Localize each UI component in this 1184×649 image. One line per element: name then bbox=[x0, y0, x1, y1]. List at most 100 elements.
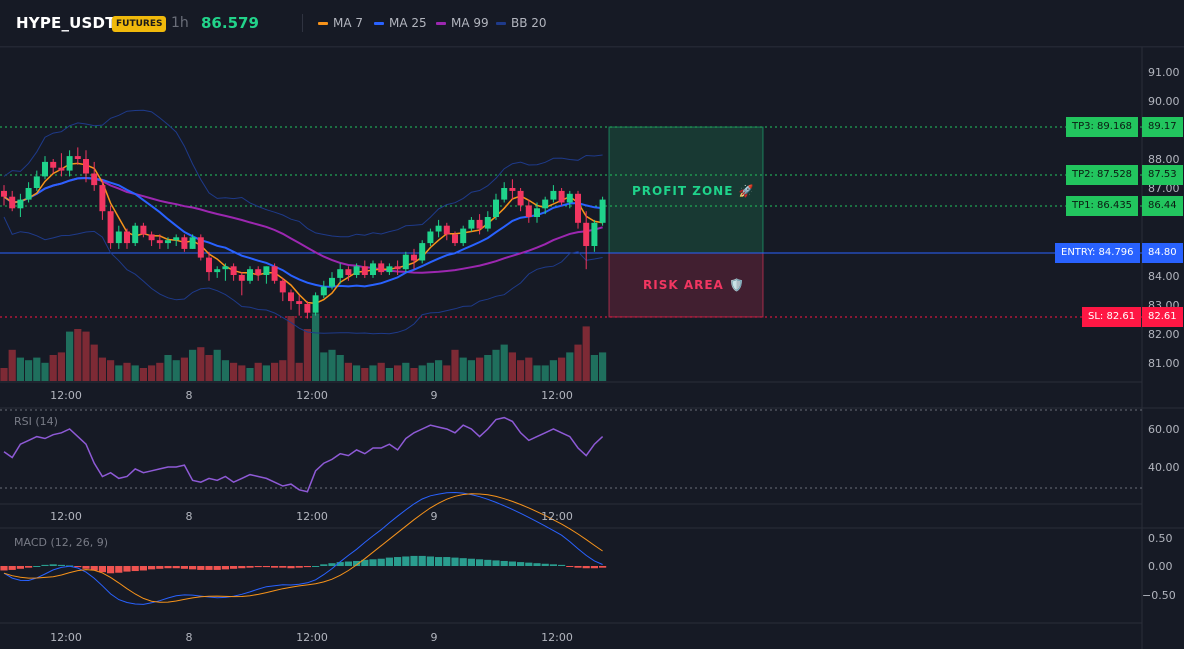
candle-body[interactable] bbox=[197, 237, 204, 258]
legend-bb20[interactable]: BB 20 bbox=[496, 16, 547, 30]
candle-body[interactable] bbox=[288, 292, 294, 302]
candle-body[interactable] bbox=[468, 219, 475, 229]
macd-hist-bar bbox=[57, 564, 65, 566]
candle-body[interactable] bbox=[484, 217, 491, 229]
candle-body[interactable] bbox=[312, 295, 319, 313]
macd-hist-bar bbox=[517, 562, 525, 566]
candle-body[interactable] bbox=[255, 269, 262, 275]
candle-body[interactable] bbox=[165, 240, 171, 244]
candle-body[interactable] bbox=[460, 228, 467, 244]
volume-bar bbox=[213, 349, 221, 381]
candle-body[interactable] bbox=[279, 280, 286, 293]
candle-body[interactable] bbox=[558, 190, 565, 203]
candle-body[interactable] bbox=[386, 266, 393, 273]
interval-selector[interactable]: 1h bbox=[171, 15, 189, 31]
candle-body[interactable] bbox=[58, 167, 65, 171]
candle-body[interactable] bbox=[74, 156, 81, 159]
macd-hist-bar bbox=[90, 566, 98, 571]
candle-body[interactable] bbox=[427, 231, 434, 244]
candle-body[interactable] bbox=[566, 193, 573, 203]
candle-body[interactable] bbox=[501, 188, 508, 200]
candle-body[interactable] bbox=[230, 266, 237, 275]
candle-body[interactable] bbox=[304, 304, 311, 313]
candle-body[interactable] bbox=[435, 225, 442, 232]
macd-hist-bar bbox=[574, 566, 582, 568]
rsi-title: RSI (14) bbox=[14, 415, 58, 428]
candle-body[interactable] bbox=[443, 225, 450, 235]
legend-ma99[interactable]: MA 99 bbox=[436, 16, 489, 30]
candle-body[interactable] bbox=[247, 269, 253, 281]
symbol-name[interactable]: HYPE_USDT bbox=[16, 14, 116, 32]
candle-body[interactable] bbox=[411, 254, 417, 261]
candle-body[interactable] bbox=[394, 266, 401, 270]
candle-body[interactable] bbox=[66, 156, 73, 171]
candles[interactable] bbox=[1, 147, 606, 319]
candle-body[interactable] bbox=[353, 266, 360, 275]
candle-body[interactable] bbox=[91, 173, 98, 186]
candle-body[interactable] bbox=[329, 277, 335, 287]
candle-body[interactable] bbox=[361, 266, 368, 275]
candle-body[interactable] bbox=[238, 275, 245, 281]
macd-hist-bar bbox=[279, 566, 287, 568]
candle-body[interactable] bbox=[99, 185, 106, 212]
candle-body[interactable] bbox=[542, 199, 549, 209]
candle-body[interactable] bbox=[1, 190, 7, 197]
candle-body[interactable] bbox=[345, 269, 352, 275]
ma25-swatch bbox=[374, 21, 384, 25]
candle-body[interactable] bbox=[575, 193, 581, 223]
candle-body[interactable] bbox=[599, 199, 606, 223]
candle-body[interactable] bbox=[419, 243, 426, 261]
candle-body[interactable] bbox=[107, 211, 114, 244]
candle-body[interactable] bbox=[115, 231, 122, 244]
candle-body[interactable] bbox=[9, 196, 16, 209]
bb-upper bbox=[3, 109, 603, 238]
candle-body[interactable] bbox=[148, 234, 155, 241]
candle-body[interactable] bbox=[337, 269, 344, 278]
candle-body[interactable] bbox=[525, 205, 532, 217]
candle-body[interactable] bbox=[509, 188, 516, 191]
candle-body[interactable] bbox=[42, 161, 48, 177]
candle-body[interactable] bbox=[33, 176, 40, 188]
legend-ma7[interactable]: MA 7 bbox=[318, 16, 363, 30]
candle-body[interactable] bbox=[50, 161, 57, 168]
candle-body[interactable] bbox=[25, 188, 32, 200]
candle-body[interactable] bbox=[493, 199, 499, 217]
candle-body[interactable] bbox=[206, 257, 212, 273]
candle-body[interactable] bbox=[517, 190, 524, 206]
candle-body[interactable] bbox=[17, 199, 24, 209]
candle-body[interactable] bbox=[296, 301, 303, 304]
volume-bar bbox=[90, 344, 98, 381]
volume-bar bbox=[189, 349, 197, 381]
candle-body[interactable] bbox=[83, 159, 89, 174]
candle-body[interactable] bbox=[263, 266, 270, 275]
candle-body[interactable] bbox=[222, 266, 229, 270]
macd-tick: 0.50 bbox=[1148, 532, 1173, 545]
candle-body[interactable] bbox=[402, 254, 409, 270]
tp1-tag: TP1: 86.435 bbox=[1066, 196, 1139, 216]
candle-body[interactable] bbox=[550, 190, 557, 200]
legend-ma25[interactable]: MA 25 bbox=[374, 16, 427, 30]
candle-body[interactable] bbox=[320, 286, 327, 296]
candle-body[interactable] bbox=[370, 263, 376, 275]
candle-body[interactable] bbox=[214, 269, 221, 273]
candle-body[interactable] bbox=[156, 240, 163, 244]
candle-body[interactable] bbox=[181, 237, 188, 249]
candle-body[interactable] bbox=[534, 208, 540, 217]
candle-body[interactable] bbox=[583, 222, 590, 246]
candle-body[interactable] bbox=[271, 266, 278, 281]
candle-body[interactable] bbox=[452, 234, 458, 244]
volume-bar bbox=[33, 357, 41, 381]
candle-body[interactable] bbox=[476, 219, 483, 229]
candle-body[interactable] bbox=[140, 225, 147, 235]
volume-bar bbox=[148, 365, 156, 381]
macd-hist-bar bbox=[533, 563, 541, 566]
time-axis: 12:00 8 12:00 9 12:00 12:00 8 12:00 9 12… bbox=[50, 389, 573, 644]
volume-bar bbox=[582, 326, 590, 381]
candle-body[interactable] bbox=[124, 231, 130, 244]
candle-body[interactable] bbox=[132, 225, 139, 244]
candle-body[interactable] bbox=[591, 222, 598, 246]
candle-body[interactable] bbox=[173, 237, 180, 241]
candle-body[interactable] bbox=[189, 237, 196, 249]
candle-body[interactable] bbox=[378, 263, 385, 273]
